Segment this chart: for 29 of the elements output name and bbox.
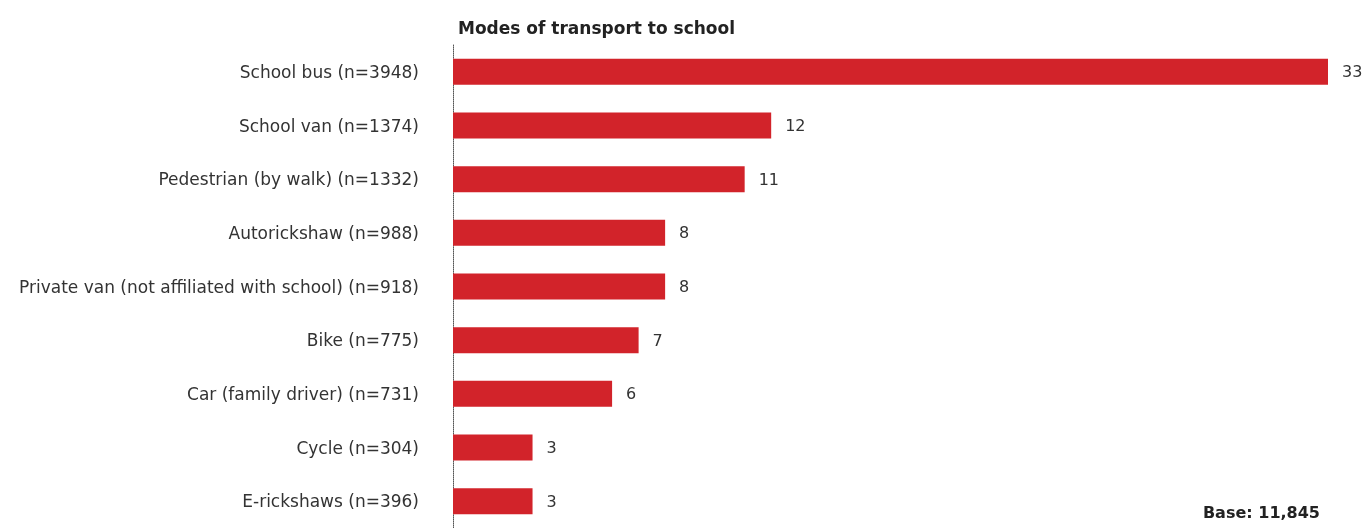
data-label: 3 <box>546 491 557 511</box>
y-tick-label: Cycle (n=304) <box>296 437 419 458</box>
bar <box>453 434 533 461</box>
y-tick-label: Autorickshaw (n=988) <box>228 222 419 243</box>
data-label: 11 <box>758 169 780 189</box>
y-tick-label: Car (family driver) (n=731) <box>187 383 419 404</box>
bar <box>453 380 613 407</box>
chart-title: Modes of transport to school <box>458 17 736 38</box>
y-tick-label: Pedestrian (by walk) (n=1332) <box>158 169 419 190</box>
data-label: 12 <box>785 116 806 135</box>
y-tick-label: E-rickshaws (n=396) <box>242 491 419 512</box>
bar <box>453 273 666 300</box>
bar <box>453 219 666 246</box>
bar <box>453 58 1328 85</box>
y-tick-label: School van (n=1374) <box>238 115 419 136</box>
data-label: 8 <box>679 223 690 243</box>
y-tick-label: Bike (n=775) <box>306 330 419 351</box>
data-label: 6 <box>626 384 637 404</box>
data-label: 7 <box>652 330 663 350</box>
bar <box>453 327 639 354</box>
bar <box>453 166 745 193</box>
data-label: 8 <box>679 277 690 296</box>
y-tick-label: School bus (n=3948) <box>239 61 419 82</box>
bar <box>453 488 533 515</box>
data-label: 33 <box>1342 62 1363 82</box>
y-tick-label: Private van (not affiliated with school) (n=918) <box>19 276 419 297</box>
data-label: 3 <box>546 438 557 457</box>
annotation: Base: 11,845 <box>1202 502 1320 522</box>
bar <box>453 112 772 139</box>
